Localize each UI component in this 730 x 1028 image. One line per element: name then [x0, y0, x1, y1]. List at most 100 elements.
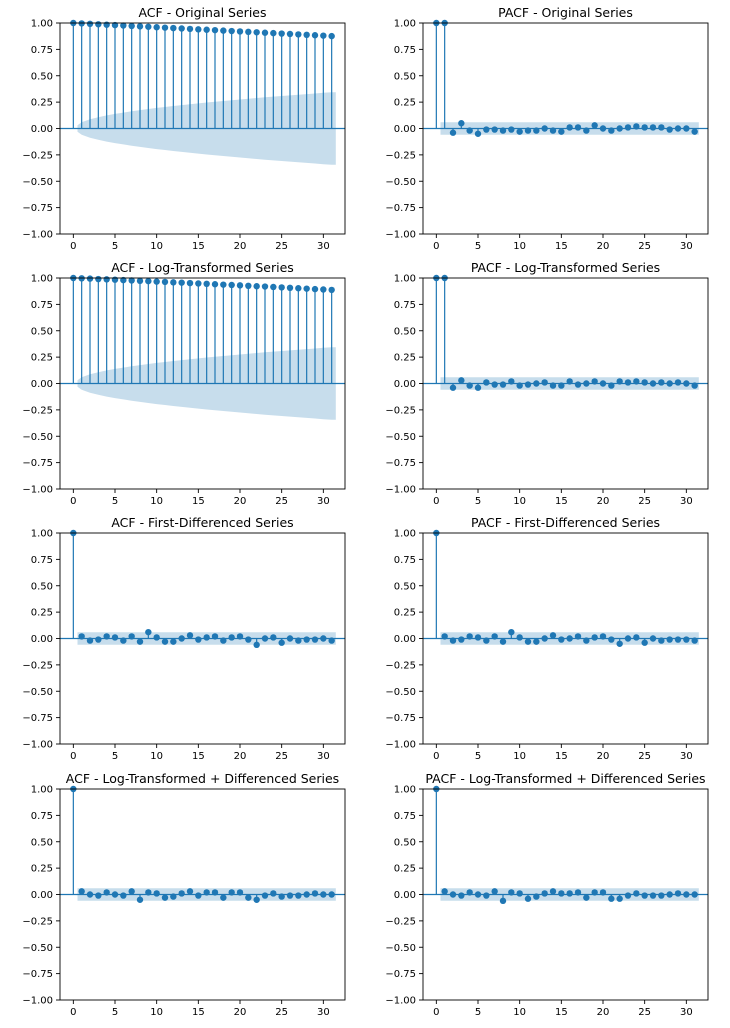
lag-27-point: [658, 379, 665, 386]
lag-7-point: [491, 888, 498, 895]
y-tick-label: 0.25: [31, 608, 53, 619]
lag-22-point: [616, 378, 623, 385]
y-tick-label: −0.25: [22, 405, 53, 416]
lag-6-point: [483, 126, 490, 133]
lag-9-point: [508, 889, 515, 896]
x-tick-label: 15: [555, 241, 568, 252]
lag-31-point: [328, 32, 335, 40]
lag-21-point: [245, 636, 252, 643]
lag-10-point: [153, 24, 160, 31]
lag-24-point: [270, 283, 277, 291]
lag-9-point: [508, 378, 515, 385]
chart-panel-8: PACF - Log-Transformed + Differenced Ser…: [385, 771, 709, 1018]
lag-19-point: [591, 122, 598, 129]
y-tick-label: −1.00: [22, 996, 53, 1007]
lag-3-point: [95, 275, 102, 283]
lag-31-point: [328, 286, 335, 294]
lag-27-point: [295, 285, 302, 292]
lag-10-point: [153, 890, 160, 897]
x-tick-label: 5: [112, 751, 118, 762]
x-tick-label: 10: [150, 241, 163, 252]
x-tick-label: 5: [112, 496, 118, 507]
lag-7-point: [491, 633, 498, 640]
lag-28-point: [303, 891, 310, 898]
lag-30-point: [683, 636, 690, 643]
x-tick-label: 20: [234, 241, 247, 252]
x-tick-label: 10: [513, 496, 526, 507]
lag-24-point: [270, 634, 277, 641]
lag-8-point: [136, 277, 144, 285]
lag-18-point: [220, 894, 227, 901]
lag-14-point: [186, 25, 194, 33]
y-tick-label: −0.50: [385, 177, 416, 188]
lag-31-point: [691, 382, 698, 389]
y-tick-label: 0.25: [31, 353, 53, 364]
lag-9-point: [508, 628, 515, 636]
lag-18-point: [583, 894, 590, 901]
lag-25-point: [278, 284, 285, 291]
lag-24-point: [270, 890, 277, 897]
lag-20-point: [599, 889, 607, 896]
x-tick-label: 15: [192, 496, 205, 507]
lag-3-point: [458, 892, 465, 899]
x-tick-label: 15: [192, 1007, 205, 1018]
x-tick-label: 10: [150, 496, 163, 507]
lag-28-point: [303, 285, 310, 292]
lag-14-point: [549, 632, 557, 639]
lag-24-point: [633, 123, 640, 130]
lag-28-point: [666, 126, 673, 133]
y-tick-label: −0.75: [385, 969, 416, 980]
x-tick-label: 20: [234, 496, 247, 507]
lag-4-point: [466, 889, 473, 896]
lag-24-point: [270, 29, 277, 37]
lag-7-point: [128, 277, 135, 284]
lag-9-point: [145, 277, 152, 285]
lag-4-point: [103, 633, 110, 640]
y-tick-label: 0.50: [394, 837, 416, 848]
lag-17-point: [574, 889, 582, 896]
lag-26-point: [286, 892, 294, 899]
y-tick-label: −0.50: [22, 177, 53, 188]
x-tick-label: 20: [597, 241, 610, 252]
y-tick-label: 0.75: [31, 555, 53, 566]
lag-5-point: [474, 634, 482, 641]
chart-title: PACF - Log-Transformed + Differenced Ser…: [425, 771, 705, 786]
lag-29-point: [674, 636, 682, 643]
lag-19-point: [228, 889, 235, 896]
lag-16-point: [203, 634, 210, 641]
chart-title: PACF - Log-Transformed Series: [471, 260, 660, 275]
lag-8-point: [136, 23, 144, 30]
y-tick-label: −1.00: [385, 485, 416, 496]
lag-1-point: [441, 888, 448, 895]
lag-12-point: [533, 380, 540, 387]
lag-25-point: [278, 639, 285, 646]
lag-24-point: [633, 634, 640, 641]
lag-18-point: [583, 127, 590, 134]
lag-21-point: [608, 127, 615, 134]
y-tick-label: 0.25: [31, 98, 53, 109]
lag-16-point: [566, 124, 573, 131]
lag-23-point: [624, 635, 632, 642]
x-tick-label: 30: [680, 751, 693, 762]
lag-13-point: [178, 25, 185, 32]
x-tick-label: 30: [680, 496, 693, 507]
lag-22-point: [616, 895, 623, 902]
lag-15-point: [558, 382, 565, 389]
x-tick-label: 0: [70, 751, 76, 762]
lag-5-point: [111, 21, 119, 29]
lag-15-point: [195, 892, 202, 899]
lag-7-point: [128, 888, 135, 895]
lag-20-point: [236, 282, 244, 289]
x-tick-label: 15: [555, 751, 568, 762]
y-tick-label: 0.00: [31, 124, 53, 135]
lag-29-point: [674, 890, 682, 897]
x-tick-label: 10: [150, 1007, 163, 1018]
y-tick-label: 1.00: [31, 19, 53, 30]
y-tick-label: 0.25: [394, 864, 416, 875]
y-tick-label: 0.75: [394, 45, 416, 56]
lag-26-point: [286, 635, 294, 642]
x-tick-label: 5: [475, 496, 481, 507]
x-tick-label: 5: [475, 1007, 481, 1018]
lag-15-point: [195, 26, 202, 33]
